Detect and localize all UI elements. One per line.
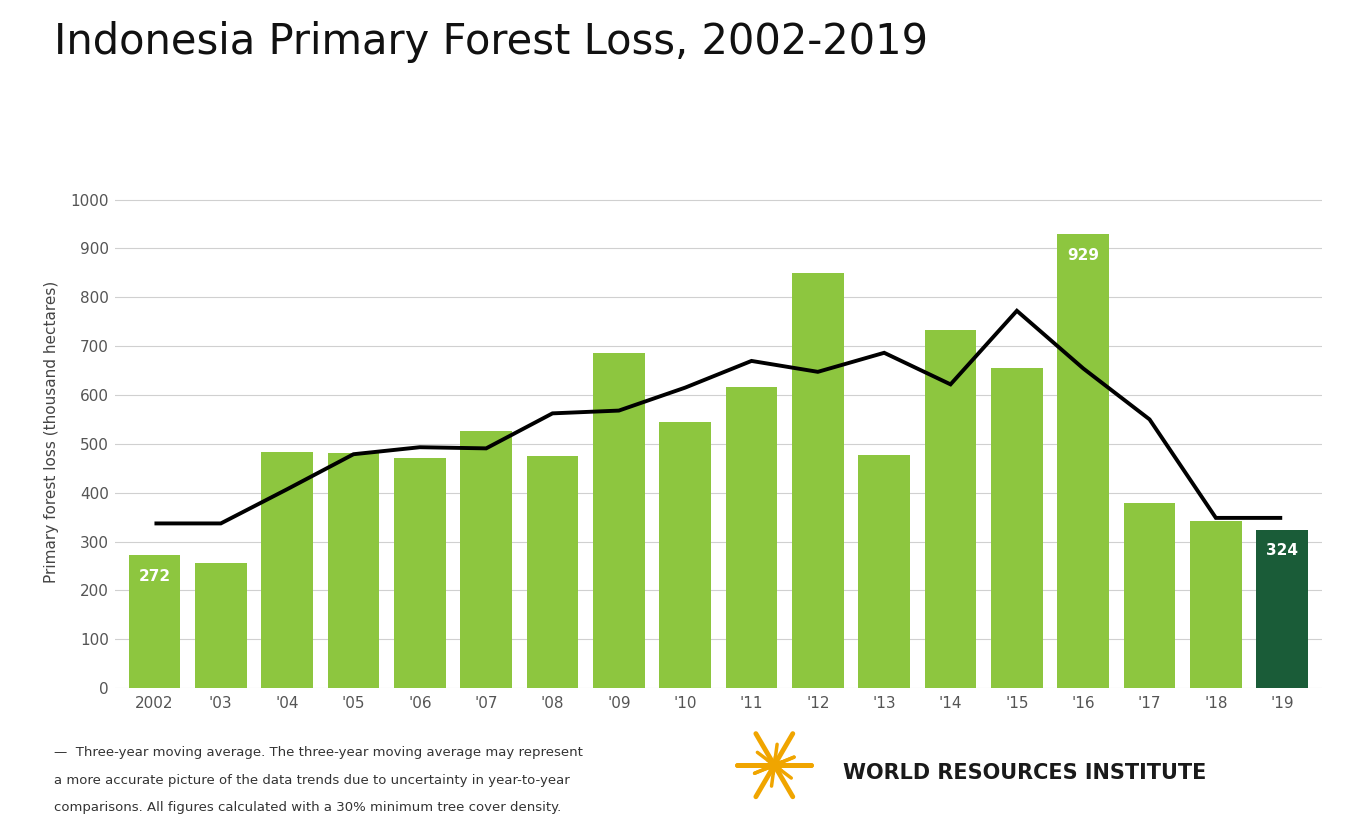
Text: a more accurate picture of the data trends due to uncertainty in year-to-year: a more accurate picture of the data tren… — [54, 774, 569, 787]
Bar — [460, 430, 513, 688]
Bar — [858, 455, 911, 688]
Text: GLOBAL: GLOBAL — [637, 737, 688, 751]
Text: Indonesia Primary Forest Loss, 2002-2019: Indonesia Primary Forest Loss, 2002-2019 — [54, 21, 928, 63]
Bar — [792, 274, 843, 688]
Bar — [660, 422, 711, 688]
Text: —  Three-year moving average. The three-year moving average may represent: — Three-year moving average. The three-y… — [54, 746, 583, 760]
Bar — [526, 456, 579, 688]
Y-axis label: Primary forest loss (thousand hectares): Primary forest loss (thousand hectares) — [45, 280, 59, 583]
Bar — [594, 354, 645, 688]
Bar — [1190, 521, 1241, 688]
Text: 324: 324 — [1267, 544, 1298, 559]
Bar — [128, 555, 181, 688]
Text: comparisons. All figures calculated with a 30% minimum tree cover density.: comparisons. All figures calculated with… — [54, 801, 561, 815]
Bar — [394, 459, 445, 688]
Bar — [262, 452, 313, 688]
Text: WORLD RESOURCES INSTITUTE: WORLD RESOURCES INSTITUTE — [843, 763, 1206, 783]
Bar — [1124, 503, 1175, 688]
Bar — [992, 368, 1043, 688]
Bar — [726, 387, 777, 688]
Text: FOREST: FOREST — [637, 759, 688, 771]
Bar — [1058, 234, 1109, 688]
Bar — [196, 564, 247, 688]
Bar — [328, 453, 379, 688]
Bar — [924, 330, 977, 688]
Text: WATCH: WATCH — [638, 780, 687, 793]
Text: 272: 272 — [139, 569, 170, 584]
Bar — [1256, 530, 1309, 688]
Text: 929: 929 — [1067, 248, 1099, 263]
